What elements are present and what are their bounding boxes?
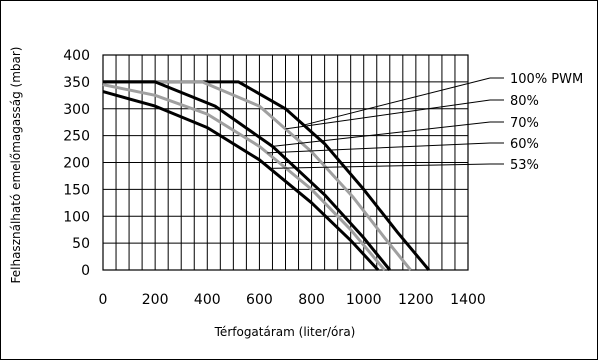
series-line-4: [102, 83, 386, 271]
y-tick-label: 300: [63, 102, 90, 118]
series-lines: [102, 80, 431, 272]
x-tick-label: 1000: [346, 292, 382, 308]
legend: 100% PWM 80% 70% 60% 53%: [267, 72, 583, 173]
plot-border: [102, 54, 469, 271]
y-tick-label: 200: [63, 156, 90, 172]
y-tick-label: 50: [72, 236, 90, 252]
x-tick-label: 200: [142, 292, 169, 308]
legend-leader-line: [272, 121, 491, 147]
series-line-5: [102, 90, 380, 272]
series-line-1: [103, 80, 431, 271]
y-tick-label: 250: [63, 129, 90, 145]
legend-leader-line: [269, 163, 491, 169]
x-tick-label: 0: [99, 292, 108, 308]
y-tick-label: 100: [63, 209, 90, 225]
series-line-2: [103, 80, 412, 271]
grid: [102, 54, 469, 271]
legend-leader-line: [285, 99, 491, 130]
x-tick-label: 800: [298, 292, 325, 308]
x-tick-label: 600: [246, 292, 273, 308]
legend-leader-line: [303, 77, 491, 126]
y-tick-label: 350: [63, 75, 90, 91]
x-tick-label: 1200: [398, 292, 434, 308]
legend-label: 100% PWM: [510, 72, 583, 87]
y-tick-label: 150: [63, 182, 90, 198]
tick-labels: 0 200 400 600 800 1000 1200 1400 0 50 100 150 200 250…: [63, 48, 486, 308]
y-axis-label: Felhasználható emelőmagasság (mbar): [9, 47, 23, 284]
legend-label: 80%: [510, 94, 539, 109]
y-tick-label: 400: [63, 48, 90, 64]
legend-label: 70%: [510, 116, 539, 131]
legend-label: 53%: [510, 158, 539, 173]
legend-leader-line: [267, 142, 491, 154]
x-tick-label: 1400: [450, 292, 486, 308]
y-tick-label: 0: [81, 263, 90, 279]
x-axis-label: Térfogatáram (liter/óra): [214, 325, 356, 339]
legend-label: 60%: [510, 137, 539, 152]
x-tick-label: 400: [194, 292, 221, 308]
